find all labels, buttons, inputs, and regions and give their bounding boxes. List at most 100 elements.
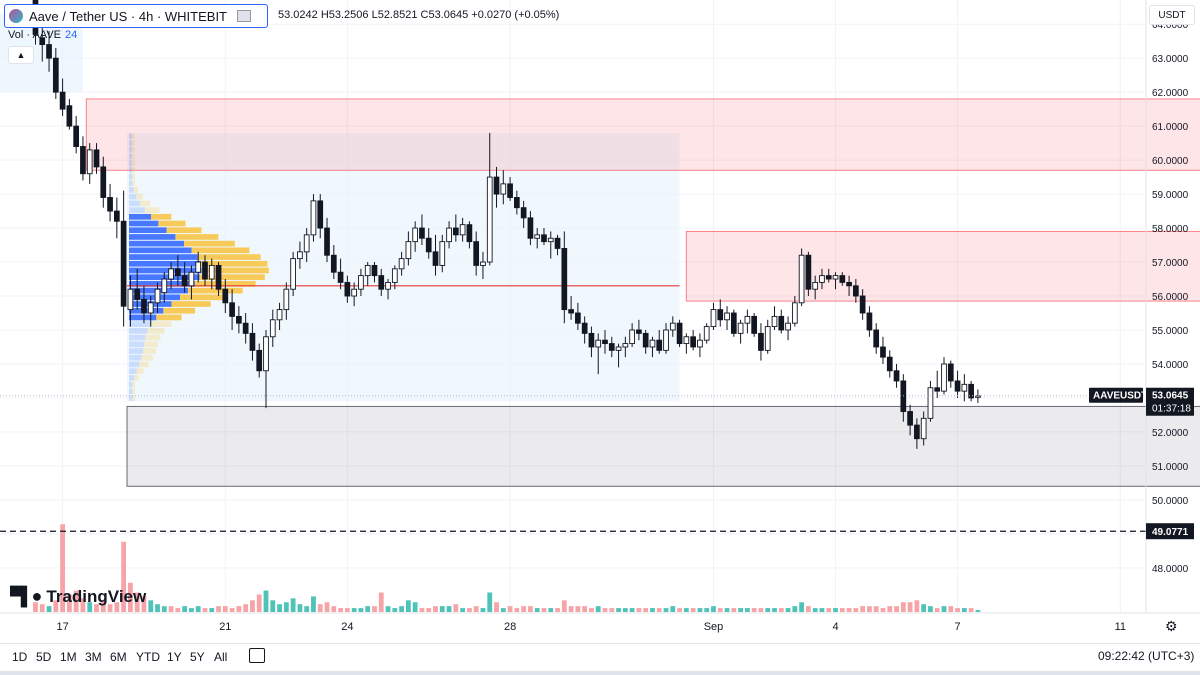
price-tick-label: 58.0000 [1152,224,1189,235]
candle [859,289,866,320]
calendar-range-icon[interactable] [249,648,265,663]
timeframe-6m[interactable]: 6M [110,650,127,664]
volume-bar [744,608,750,612]
candle-body [853,285,859,297]
volume-bar [690,608,696,612]
candle-body [412,227,419,243]
volume-bar [609,608,615,612]
volume-bar [80,598,86,612]
profile-row-buy [129,166,133,173]
candle [697,333,703,358]
profile-row-buy [129,160,133,166]
price-tick-label: 55.0000 [1152,326,1189,337]
profile-row-sell [163,307,196,314]
candle [656,329,663,354]
settings-gear-icon[interactable]: ⚙ [1165,618,1178,634]
candle [93,143,100,174]
symbol-label-bg [1089,387,1143,403]
candle [73,115,80,154]
timeframe-3m[interactable]: 3M [85,650,102,664]
collapse-legend-button[interactable]: ▲ [8,46,34,64]
candle [710,302,717,330]
candle [486,132,493,266]
volume-bar [860,606,866,612]
clock-readout[interactable]: 09:22:42 (UTC+3) [1098,649,1195,663]
volume-indicator-legend[interactable]: Vol · AAVE 24 [8,29,77,41]
volume-bar [480,608,486,612]
candle-body [514,197,520,209]
timeframe-ytd[interactable]: YTD [136,650,160,664]
candle-body [324,227,330,256]
volume-bar [128,582,133,612]
symbol-header[interactable]: Aave / Tether US · 4h · WHITEBIT [4,4,268,28]
profile-row-buy [129,213,152,220]
candle-body [351,288,357,297]
candle [934,370,941,398]
profile-row-buy [129,328,148,334]
profile-row-buy [129,173,133,180]
volume-bar [704,608,710,612]
volume-bar [46,606,52,612]
volume-bar [928,606,933,612]
timeframe-1d[interactable]: 1D [12,650,28,664]
flag-icon[interactable] [237,10,251,22]
candle [236,306,242,334]
candle [310,194,317,242]
marked-level-label: 49.0771 [1152,527,1189,538]
candle [791,296,798,327]
candle-body [791,302,798,324]
candle [880,336,886,364]
volume-bar [521,606,527,612]
candle-body [561,247,568,311]
profile-row-buy [129,294,180,301]
candle-body [263,336,269,372]
candle [249,323,256,361]
candle-body [819,275,825,283]
candle [839,272,846,286]
candle-body [669,322,676,331]
volume-bar [94,604,99,612]
profile-row-sell [132,395,136,401]
volume-bar [656,608,662,612]
candle-body [493,176,500,195]
candle [195,251,202,283]
timeframe-1m[interactable]: 1M [60,650,77,664]
candle [805,251,812,297]
candle [595,333,602,375]
volume-bar [887,606,893,612]
candle [730,309,737,337]
candle-body [927,387,934,419]
profile-row-sell [201,267,269,274]
candle [825,268,832,283]
candle [520,200,527,229]
timeframe-5d[interactable]: 5D [36,650,52,664]
profile-row-sell [132,133,136,140]
price-chart[interactable]: 64.0000 63.0000 62.0000 61.0000 60.0000 59.00… [0,0,1200,643]
volume-bar [955,608,960,612]
candle-body [649,339,656,348]
volume-bar [941,606,947,612]
candle-body [480,261,486,266]
volume-bar [839,608,845,612]
volume-bar [236,606,242,612]
volume-bar [114,602,120,612]
volume-bar [222,606,228,612]
candle [107,183,113,222]
volume-bar [900,602,906,612]
volume-bar [297,604,303,612]
aave-logo-icon [9,9,23,23]
timeframe-5y[interactable]: 5Y [190,650,205,664]
price-tick-label: 60.0000 [1152,156,1189,167]
volume-bar [819,608,825,612]
volume-bar [263,590,269,612]
candle [683,333,690,354]
last-price-label-bg [1146,387,1194,416]
candle [113,197,120,239]
candle [527,211,534,246]
volume-bar [121,541,127,612]
timeframe-all[interactable]: All [214,650,228,664]
price-tick-label: 62.0000 [1152,88,1189,99]
candle-body [785,322,791,331]
currency-button[interactable]: USDT [1149,5,1195,25]
timeframe-1y[interactable]: 1Y [167,650,182,664]
